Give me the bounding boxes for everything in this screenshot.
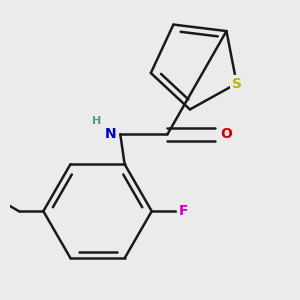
Text: F: F — [178, 204, 188, 218]
Text: S: S — [232, 76, 242, 91]
Text: O: O — [220, 127, 232, 141]
Text: H: H — [92, 116, 101, 126]
Text: N: N — [105, 127, 116, 141]
